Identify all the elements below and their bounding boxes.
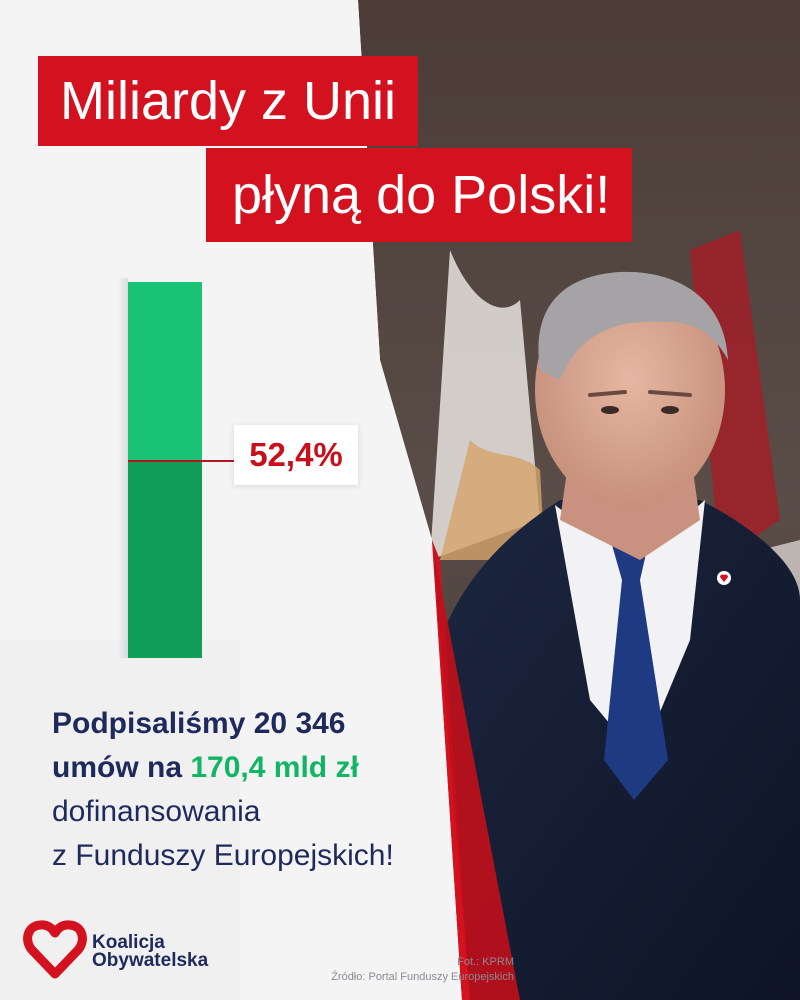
progress-bar-fill xyxy=(128,461,202,658)
koalicja-obywatelska-logo: Koalicja Obywatelska xyxy=(22,916,208,987)
progress-percent-text: 52,4% xyxy=(249,436,343,473)
summary-text: Podpisaliśmy 20 346 umów na 170,4 mld zł… xyxy=(52,702,472,878)
source-credit: Źródło: Portal Funduszy Europejskich xyxy=(331,971,514,983)
summary-amount: 170,4 mld zł xyxy=(190,751,359,784)
headline-line-1: Miliardy z Unii xyxy=(38,56,419,146)
summary-line-2: umów na 170,4 mld zł xyxy=(52,746,472,790)
logo-line-1: Koalicja xyxy=(92,931,165,953)
heart-icon xyxy=(22,916,88,987)
headline-text-2: płyną do Polski! xyxy=(232,165,611,225)
summary-line-2-prefix: umów na xyxy=(52,751,183,784)
credits: Fot.: KPRM Źródło: Portal Funduszy Europ… xyxy=(331,955,514,985)
progress-marker-line xyxy=(128,460,236,462)
headline-line-2: płyną do Polski! xyxy=(206,148,633,242)
summary-line-4: z Funduszy Europejskich! xyxy=(52,839,394,872)
logo-line-2: Obywatelska xyxy=(92,949,209,971)
headline-text-1: Miliardy z Unii xyxy=(60,71,397,131)
summary-line-1: Podpisaliśmy 20 346 xyxy=(52,707,346,740)
progress-bar-shadow xyxy=(118,278,128,658)
summary-line-3: dofinansowania xyxy=(52,795,261,828)
progress-bar xyxy=(118,278,202,658)
logo-text: Koalicja Obywatelska xyxy=(92,931,209,971)
photo-credit: Fot.: KPRM xyxy=(457,956,514,968)
progress-percent-label: 52,4% xyxy=(234,425,358,485)
